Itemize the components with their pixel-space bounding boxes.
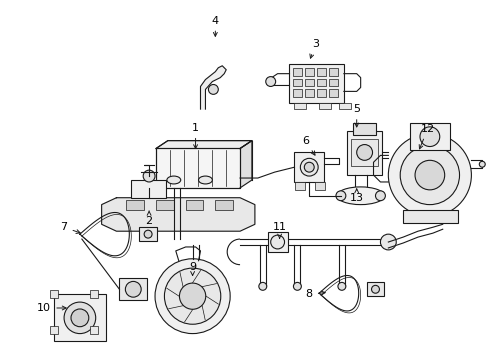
Text: 5: 5 xyxy=(352,104,360,127)
Bar xyxy=(317,68,325,76)
Polygon shape xyxy=(240,141,251,188)
Circle shape xyxy=(356,145,372,160)
Bar xyxy=(139,227,157,241)
Text: 6: 6 xyxy=(301,136,314,155)
Bar xyxy=(293,68,302,76)
Circle shape xyxy=(144,230,152,238)
Bar xyxy=(328,89,337,97)
Circle shape xyxy=(380,234,395,250)
Bar xyxy=(352,123,376,135)
Circle shape xyxy=(371,285,379,293)
Circle shape xyxy=(337,282,345,290)
Bar xyxy=(315,182,325,190)
Bar xyxy=(409,123,449,150)
Bar xyxy=(305,78,314,86)
Text: 9: 9 xyxy=(189,262,196,275)
Text: 2: 2 xyxy=(145,211,152,226)
Circle shape xyxy=(478,161,484,167)
Bar xyxy=(267,232,287,252)
Bar xyxy=(156,148,240,188)
Circle shape xyxy=(414,160,444,190)
Circle shape xyxy=(179,283,205,309)
Text: 3: 3 xyxy=(309,39,318,58)
Bar xyxy=(54,294,105,342)
Bar xyxy=(156,200,173,210)
Circle shape xyxy=(375,191,385,201)
Bar xyxy=(346,131,382,175)
Circle shape xyxy=(125,282,141,297)
Circle shape xyxy=(164,268,220,324)
Bar xyxy=(402,210,457,223)
Circle shape xyxy=(293,282,301,290)
Text: 4: 4 xyxy=(211,15,219,36)
Bar xyxy=(215,200,233,210)
Circle shape xyxy=(270,235,284,249)
Bar xyxy=(126,200,144,210)
Bar xyxy=(50,290,58,298)
Polygon shape xyxy=(200,66,226,109)
Bar xyxy=(319,103,330,109)
Ellipse shape xyxy=(198,176,212,184)
Bar xyxy=(317,78,325,86)
Circle shape xyxy=(258,282,266,290)
Bar xyxy=(294,152,324,182)
Circle shape xyxy=(155,259,230,334)
Circle shape xyxy=(419,127,439,147)
Circle shape xyxy=(265,77,275,86)
Circle shape xyxy=(71,309,89,327)
Polygon shape xyxy=(156,141,251,148)
Text: 12: 12 xyxy=(418,124,434,149)
Text: 11: 11 xyxy=(272,222,286,238)
Bar xyxy=(350,139,378,166)
Ellipse shape xyxy=(336,187,384,204)
Polygon shape xyxy=(102,198,254,231)
Bar xyxy=(317,89,325,97)
Circle shape xyxy=(387,134,470,216)
Bar xyxy=(131,180,165,198)
Circle shape xyxy=(399,145,459,204)
Bar xyxy=(328,78,337,86)
Circle shape xyxy=(304,162,314,172)
Bar xyxy=(338,103,350,109)
Circle shape xyxy=(335,191,345,201)
Bar xyxy=(90,326,98,334)
Bar xyxy=(366,282,384,296)
Circle shape xyxy=(64,302,96,334)
Bar xyxy=(289,64,343,103)
Bar xyxy=(295,182,305,190)
Text: 8: 8 xyxy=(305,289,325,299)
Bar xyxy=(305,89,314,97)
Bar xyxy=(90,290,98,298)
Text: 10: 10 xyxy=(37,303,66,313)
Bar xyxy=(119,278,147,300)
Circle shape xyxy=(143,170,155,182)
Bar xyxy=(305,68,314,76)
Bar xyxy=(185,200,203,210)
Bar xyxy=(293,78,302,86)
Circle shape xyxy=(208,85,218,94)
Text: 7: 7 xyxy=(61,222,80,233)
Text: 1: 1 xyxy=(192,123,199,149)
Ellipse shape xyxy=(166,176,181,184)
Bar xyxy=(328,68,337,76)
Bar xyxy=(293,89,302,97)
Bar xyxy=(156,148,240,188)
Circle shape xyxy=(300,158,318,176)
Bar xyxy=(294,103,305,109)
Text: 13: 13 xyxy=(349,189,363,203)
Bar xyxy=(50,326,58,334)
